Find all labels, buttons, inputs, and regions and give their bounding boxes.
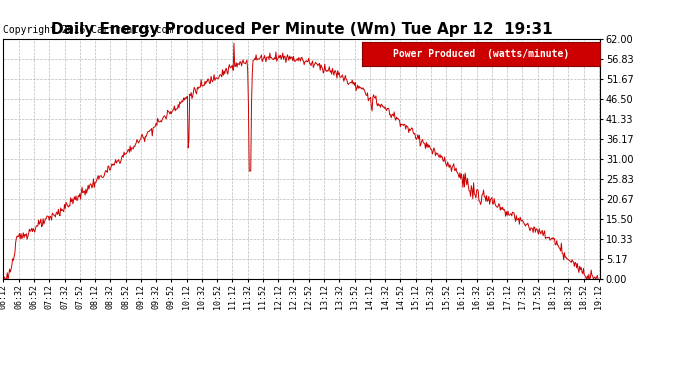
Title: Daily Energy Produced Per Minute (Wm) Tue Apr 12  19:31: Daily Energy Produced Per Minute (Wm) Tu… (51, 22, 553, 37)
Text: Copyright 2016 Cartronics.com: Copyright 2016 Cartronics.com (3, 25, 174, 34)
